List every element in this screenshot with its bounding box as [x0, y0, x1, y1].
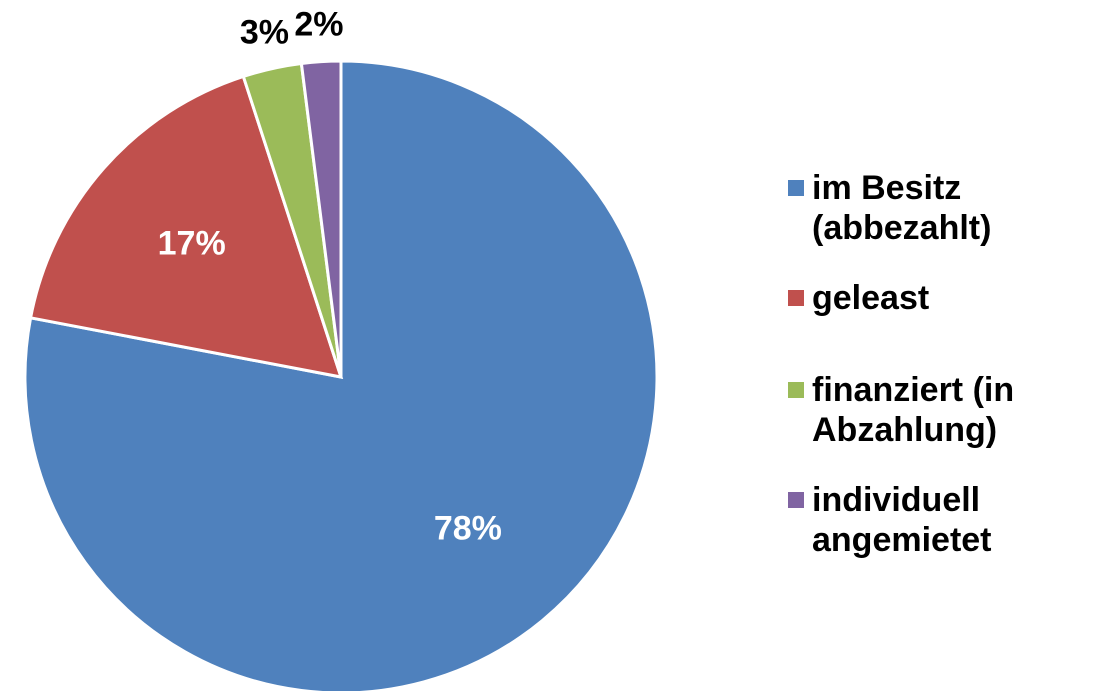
data-label: 3% — [240, 13, 289, 51]
legend: im Besitz (abbezahlt) geleast finanziert (… — [788, 168, 1088, 590]
legend-swatch — [788, 382, 804, 398]
legend-swatch — [788, 492, 804, 508]
legend-label: individuell angemietet — [812, 481, 992, 559]
legend-item: individuell angemietet — [788, 480, 1088, 560]
legend-label: im Besitz (abbezahlt) — [812, 169, 992, 247]
data-label: 78% — [434, 509, 502, 547]
legend-swatch — [788, 180, 804, 196]
legend-label: geleast — [812, 279, 930, 317]
legend-item: finanziert (in Abzahlung) — [788, 370, 1088, 450]
legend-item: geleast — [788, 278, 1088, 318]
pie-slice — [23, 59, 659, 691]
pie-slice — [28, 74, 344, 379]
legend-swatch — [788, 290, 804, 306]
legend-label: finanziert (in Abzahlung) — [812, 371, 1015, 449]
data-label: 2% — [294, 6, 343, 44]
pie-slice — [299, 59, 343, 378]
data-label: 17% — [158, 224, 226, 262]
legend-item: im Besitz (abbezahlt) — [788, 168, 1088, 248]
